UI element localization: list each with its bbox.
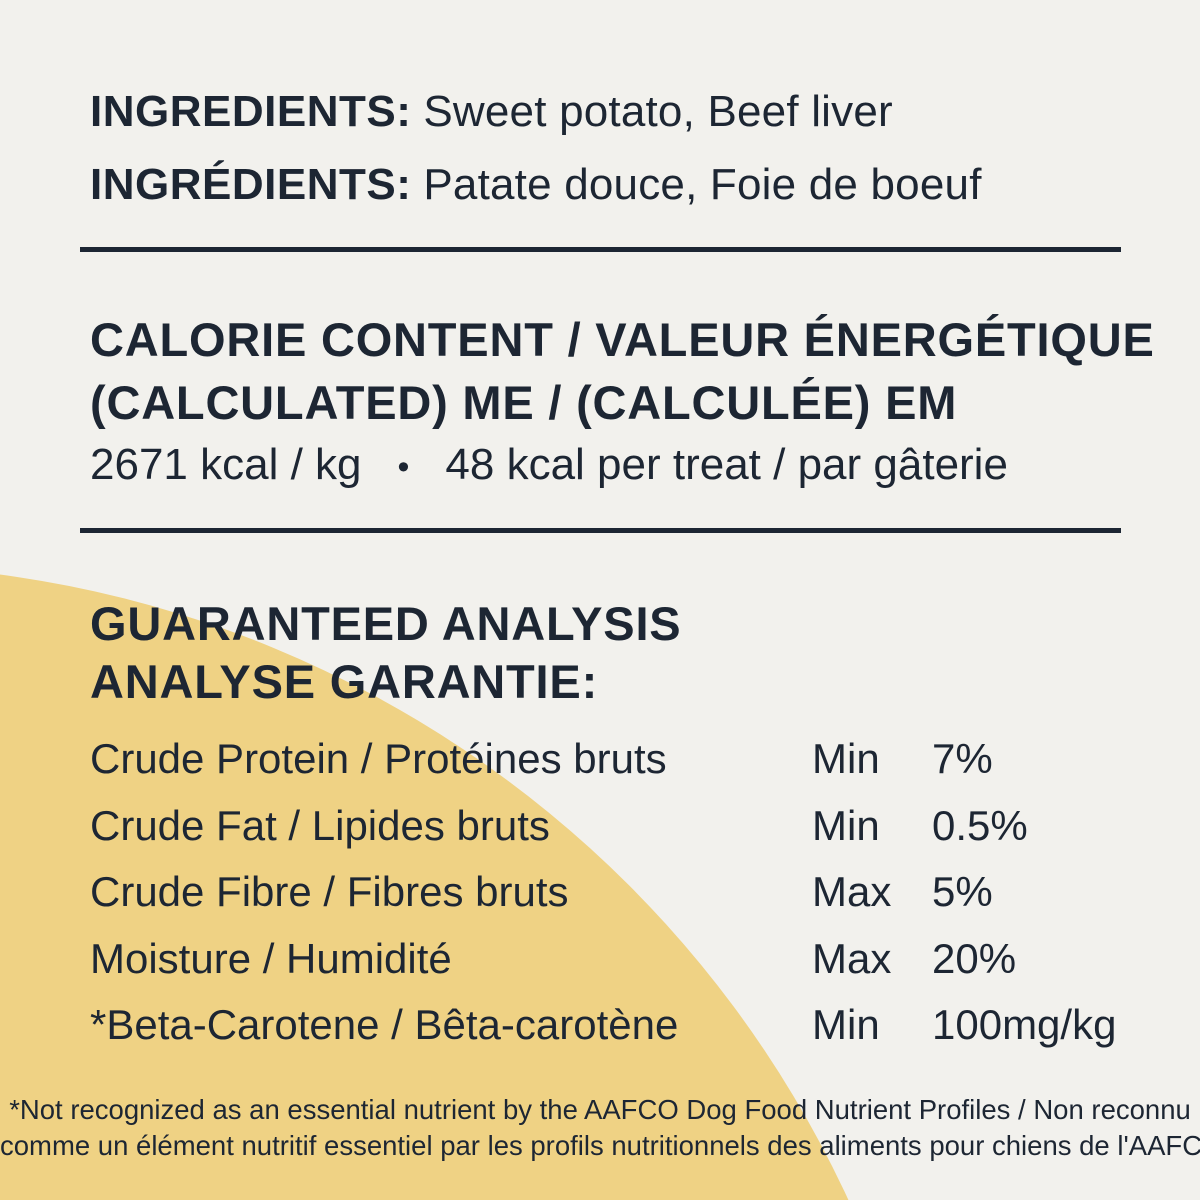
ingredients-label-fr: INGRÉDIENTS: [90, 160, 412, 209]
footnote-line2: comme un élément nutritif essentiel par … [0, 1130, 1200, 1161]
nutrient-limit: Min [812, 801, 880, 849]
ingredients-value-en: Sweet potato, Beef liver [423, 87, 893, 136]
bullet-separator: • [397, 448, 410, 486]
divider-middle [80, 528, 1121, 533]
nutrient-value: 100mg/kg [932, 1001, 1117, 1049]
table-row: Crude Fat / Lipides bruts Min 0.5% [90, 793, 1150, 860]
nutrient-value: 7% [932, 735, 993, 783]
ingredients-label-en: INGREDIENTS: [90, 87, 412, 136]
nutrient-name: Crude Fat / Lipides bruts [90, 801, 550, 849]
calorie-heading-line1: CALORIE CONTENT / VALEUR ÉNERGÉTIQUE [90, 313, 1155, 366]
table-row: *Beta-Carotene / Bêta-carotène Min 100mg… [90, 992, 1150, 1059]
nutrient-value: 0.5% [932, 801, 1028, 849]
calorie-values: 2671 kcal / kg • 48 kcal per treat / par… [90, 443, 1008, 487]
table-row: Crude Protein / Protéines bruts Min 7% [90, 726, 1150, 793]
footnote-line1: *Not recognized as an essential nutrient… [9, 1094, 1191, 1125]
nutrient-limit: Min [812, 735, 880, 783]
nutrient-value: 20% [932, 934, 1017, 982]
nutrient-limit: Max [812, 934, 892, 982]
nutrient-name: Crude Fibre / Fibres bruts [90, 868, 569, 916]
calorie-value-per-kg: 2671 kcal / kg [90, 440, 362, 489]
nutrient-limit: Min [812, 1001, 880, 1049]
calorie-value-per-treat: 48 kcal per treat / par gâterie [445, 440, 1008, 489]
guaranteed-analysis-table: Crude Protein / Protéines bruts Min 7% C… [90, 726, 1150, 1059]
nutrient-limit: Max [812, 868, 892, 916]
nutrient-name: *Beta-Carotene / Bêta-carotène [90, 1001, 679, 1049]
table-row: Crude Fibre / Fibres bruts Max 5% [90, 859, 1150, 926]
table-row: Moisture / Humidité Max 20% [90, 926, 1150, 993]
nutrient-name: Moisture / Humidité [90, 934, 452, 982]
nutrient-value: 5% [932, 868, 993, 916]
calorie-heading-line2: (CALCULATED) ME / (CALCULÉE) EM [90, 376, 958, 429]
analysis-heading-line2: ANALYSE GARANTIE: [90, 655, 599, 708]
divider-top [80, 247, 1121, 252]
nutrient-name: Crude Protein / Protéines bruts [90, 735, 667, 783]
ingredients-line-en: INGREDIENTS: Sweet potato, Beef liver [90, 90, 893, 134]
analysis-heading-line1: GUARANTEED ANALYSIS [90, 597, 682, 650]
ingredients-line-fr: INGRÉDIENTS: Patate douce, Foie de boeuf [90, 163, 982, 207]
ingredients-value-fr: Patate douce, Foie de boeuf [423, 160, 982, 209]
